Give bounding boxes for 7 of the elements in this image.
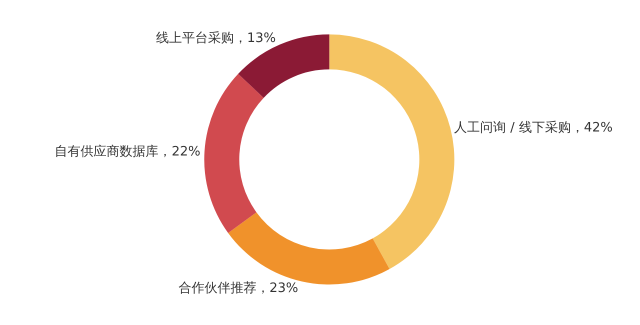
slice-label: 线上平台采购，13% [156,30,276,46]
donut-slice [204,74,264,233]
donut-slice [329,34,454,270]
slice-label: 合作伙伴推荐，23% [178,281,298,296]
slice-label: 人工问询 / 线下采购，42% [454,120,613,136]
slice-label: 自有供应商数据库，22% [54,144,200,160]
donut-slice [238,34,330,98]
